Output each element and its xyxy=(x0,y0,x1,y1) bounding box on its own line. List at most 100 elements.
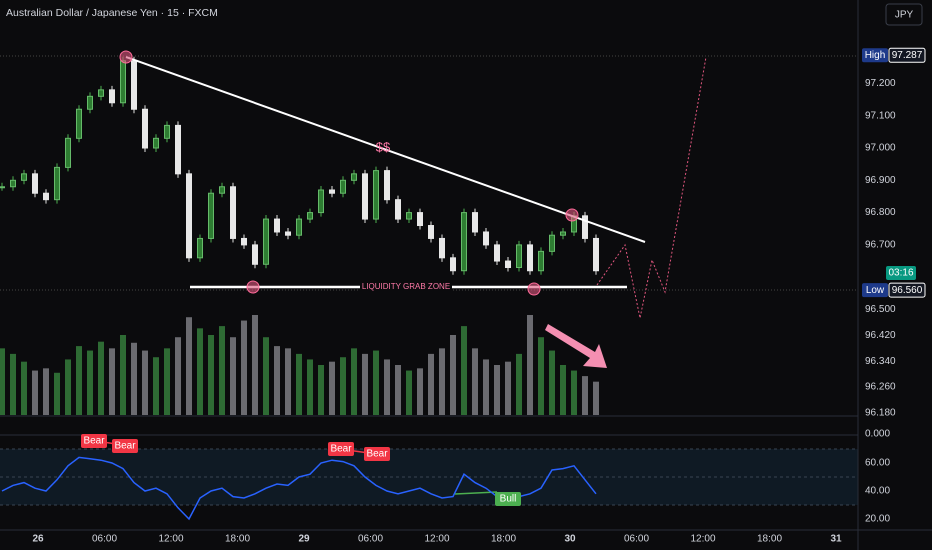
low-label: Low xyxy=(866,285,885,296)
x-tick-label: 18:00 xyxy=(225,534,250,545)
bear-label-box xyxy=(112,439,138,453)
candle xyxy=(153,137,159,149)
volume-bar xyxy=(32,370,38,415)
countdown-box xyxy=(886,266,916,280)
high-label: High xyxy=(865,50,886,61)
volume-bar xyxy=(395,365,401,415)
x-tick-label: 18:00 xyxy=(757,534,782,545)
x-tick-label: 26 xyxy=(32,534,44,545)
bear-label: Bear xyxy=(366,449,388,460)
candle xyxy=(285,231,291,236)
volume-bar xyxy=(120,335,126,415)
volume-bar xyxy=(483,359,489,415)
candle xyxy=(164,124,170,139)
high-label-box xyxy=(862,48,888,63)
y-tick-label: 96.900 xyxy=(865,175,896,186)
volume-bar xyxy=(472,348,478,415)
volume-bar xyxy=(153,357,159,415)
volume-bar xyxy=(252,315,258,415)
x-tick-label: 06:00 xyxy=(358,534,383,545)
volume-bar xyxy=(263,337,269,415)
candle xyxy=(10,179,16,188)
currency[interactable]: JPY xyxy=(895,10,914,21)
volume-bar xyxy=(307,359,313,415)
volume-bar xyxy=(87,350,93,415)
candle xyxy=(274,218,280,233)
low-label-box xyxy=(862,283,888,298)
volume-bar xyxy=(373,350,379,415)
low-value-box xyxy=(888,282,926,298)
volume-bar xyxy=(54,372,60,415)
candle xyxy=(395,199,401,220)
volume-bar xyxy=(21,361,27,415)
rsi-tick-label: 20.00 xyxy=(865,514,890,525)
y-tick-label: 97.200 xyxy=(865,78,896,89)
volume-bar xyxy=(428,353,434,415)
y-tick-label: 96.260 xyxy=(865,382,896,393)
candle xyxy=(208,192,214,239)
candle xyxy=(54,166,60,201)
volume-tick-label: 0.000 xyxy=(865,429,890,440)
volume-bar xyxy=(10,353,16,415)
candle xyxy=(538,250,544,272)
target-label: $$ xyxy=(376,139,391,154)
candle xyxy=(428,225,434,239)
bull-label-box xyxy=(495,492,521,506)
candle xyxy=(109,89,115,104)
candle xyxy=(472,212,478,233)
candle xyxy=(219,186,225,194)
volume-bar xyxy=(285,348,291,415)
candle xyxy=(406,212,412,220)
volume-bar xyxy=(439,348,445,415)
volume-bar xyxy=(208,335,214,415)
candle xyxy=(450,257,456,272)
volume-bar xyxy=(0,348,5,415)
candle xyxy=(560,231,566,236)
volume-bar xyxy=(186,317,192,415)
high-value-box xyxy=(888,47,926,63)
candle xyxy=(87,95,93,110)
candle xyxy=(362,173,368,220)
volume-bar xyxy=(417,368,423,415)
y-tick-label: 96.800 xyxy=(865,207,896,218)
volume-bar xyxy=(549,350,555,415)
volume-bar xyxy=(98,341,104,415)
volume-bar xyxy=(230,337,236,415)
rsi-tick-label: 40.00 xyxy=(865,486,890,497)
volume-bar xyxy=(318,365,324,415)
bear-label: Bear xyxy=(330,444,352,455)
volume-bar xyxy=(582,376,588,415)
arrow xyxy=(545,324,607,368)
volume-bar xyxy=(560,365,566,415)
candle xyxy=(494,244,500,262)
currency-button[interactable] xyxy=(885,3,923,26)
volume-bar xyxy=(406,370,412,415)
zone-label: LIQUIDITY GRAB ZONE xyxy=(362,282,450,291)
candle xyxy=(461,212,467,272)
pivot xyxy=(246,280,260,294)
volume-bar xyxy=(450,335,456,415)
candle xyxy=(318,189,324,214)
candle xyxy=(131,60,137,110)
x-tick-label: 06:00 xyxy=(624,534,649,545)
volume-bar xyxy=(65,359,71,415)
candle xyxy=(32,173,38,194)
x-tick-label: 06:00 xyxy=(92,534,117,545)
candle xyxy=(384,170,390,201)
candle xyxy=(21,173,27,181)
x-tick-label: 29 xyxy=(298,534,310,545)
volume-bar xyxy=(351,348,357,415)
y-tick-label: 96.700 xyxy=(865,240,896,251)
volume-bar xyxy=(494,365,500,415)
volume-bar xyxy=(329,361,335,415)
volume-bar xyxy=(142,350,148,415)
candle xyxy=(296,218,302,236)
title: Australian Dollar / Japanese Yen · 15 · … xyxy=(6,7,218,19)
volume-bar xyxy=(76,346,82,415)
candle xyxy=(65,137,71,168)
candle xyxy=(186,173,192,259)
volume-bar xyxy=(516,353,522,415)
projection xyxy=(596,56,707,319)
y-tick-label: 96.500 xyxy=(865,304,896,315)
